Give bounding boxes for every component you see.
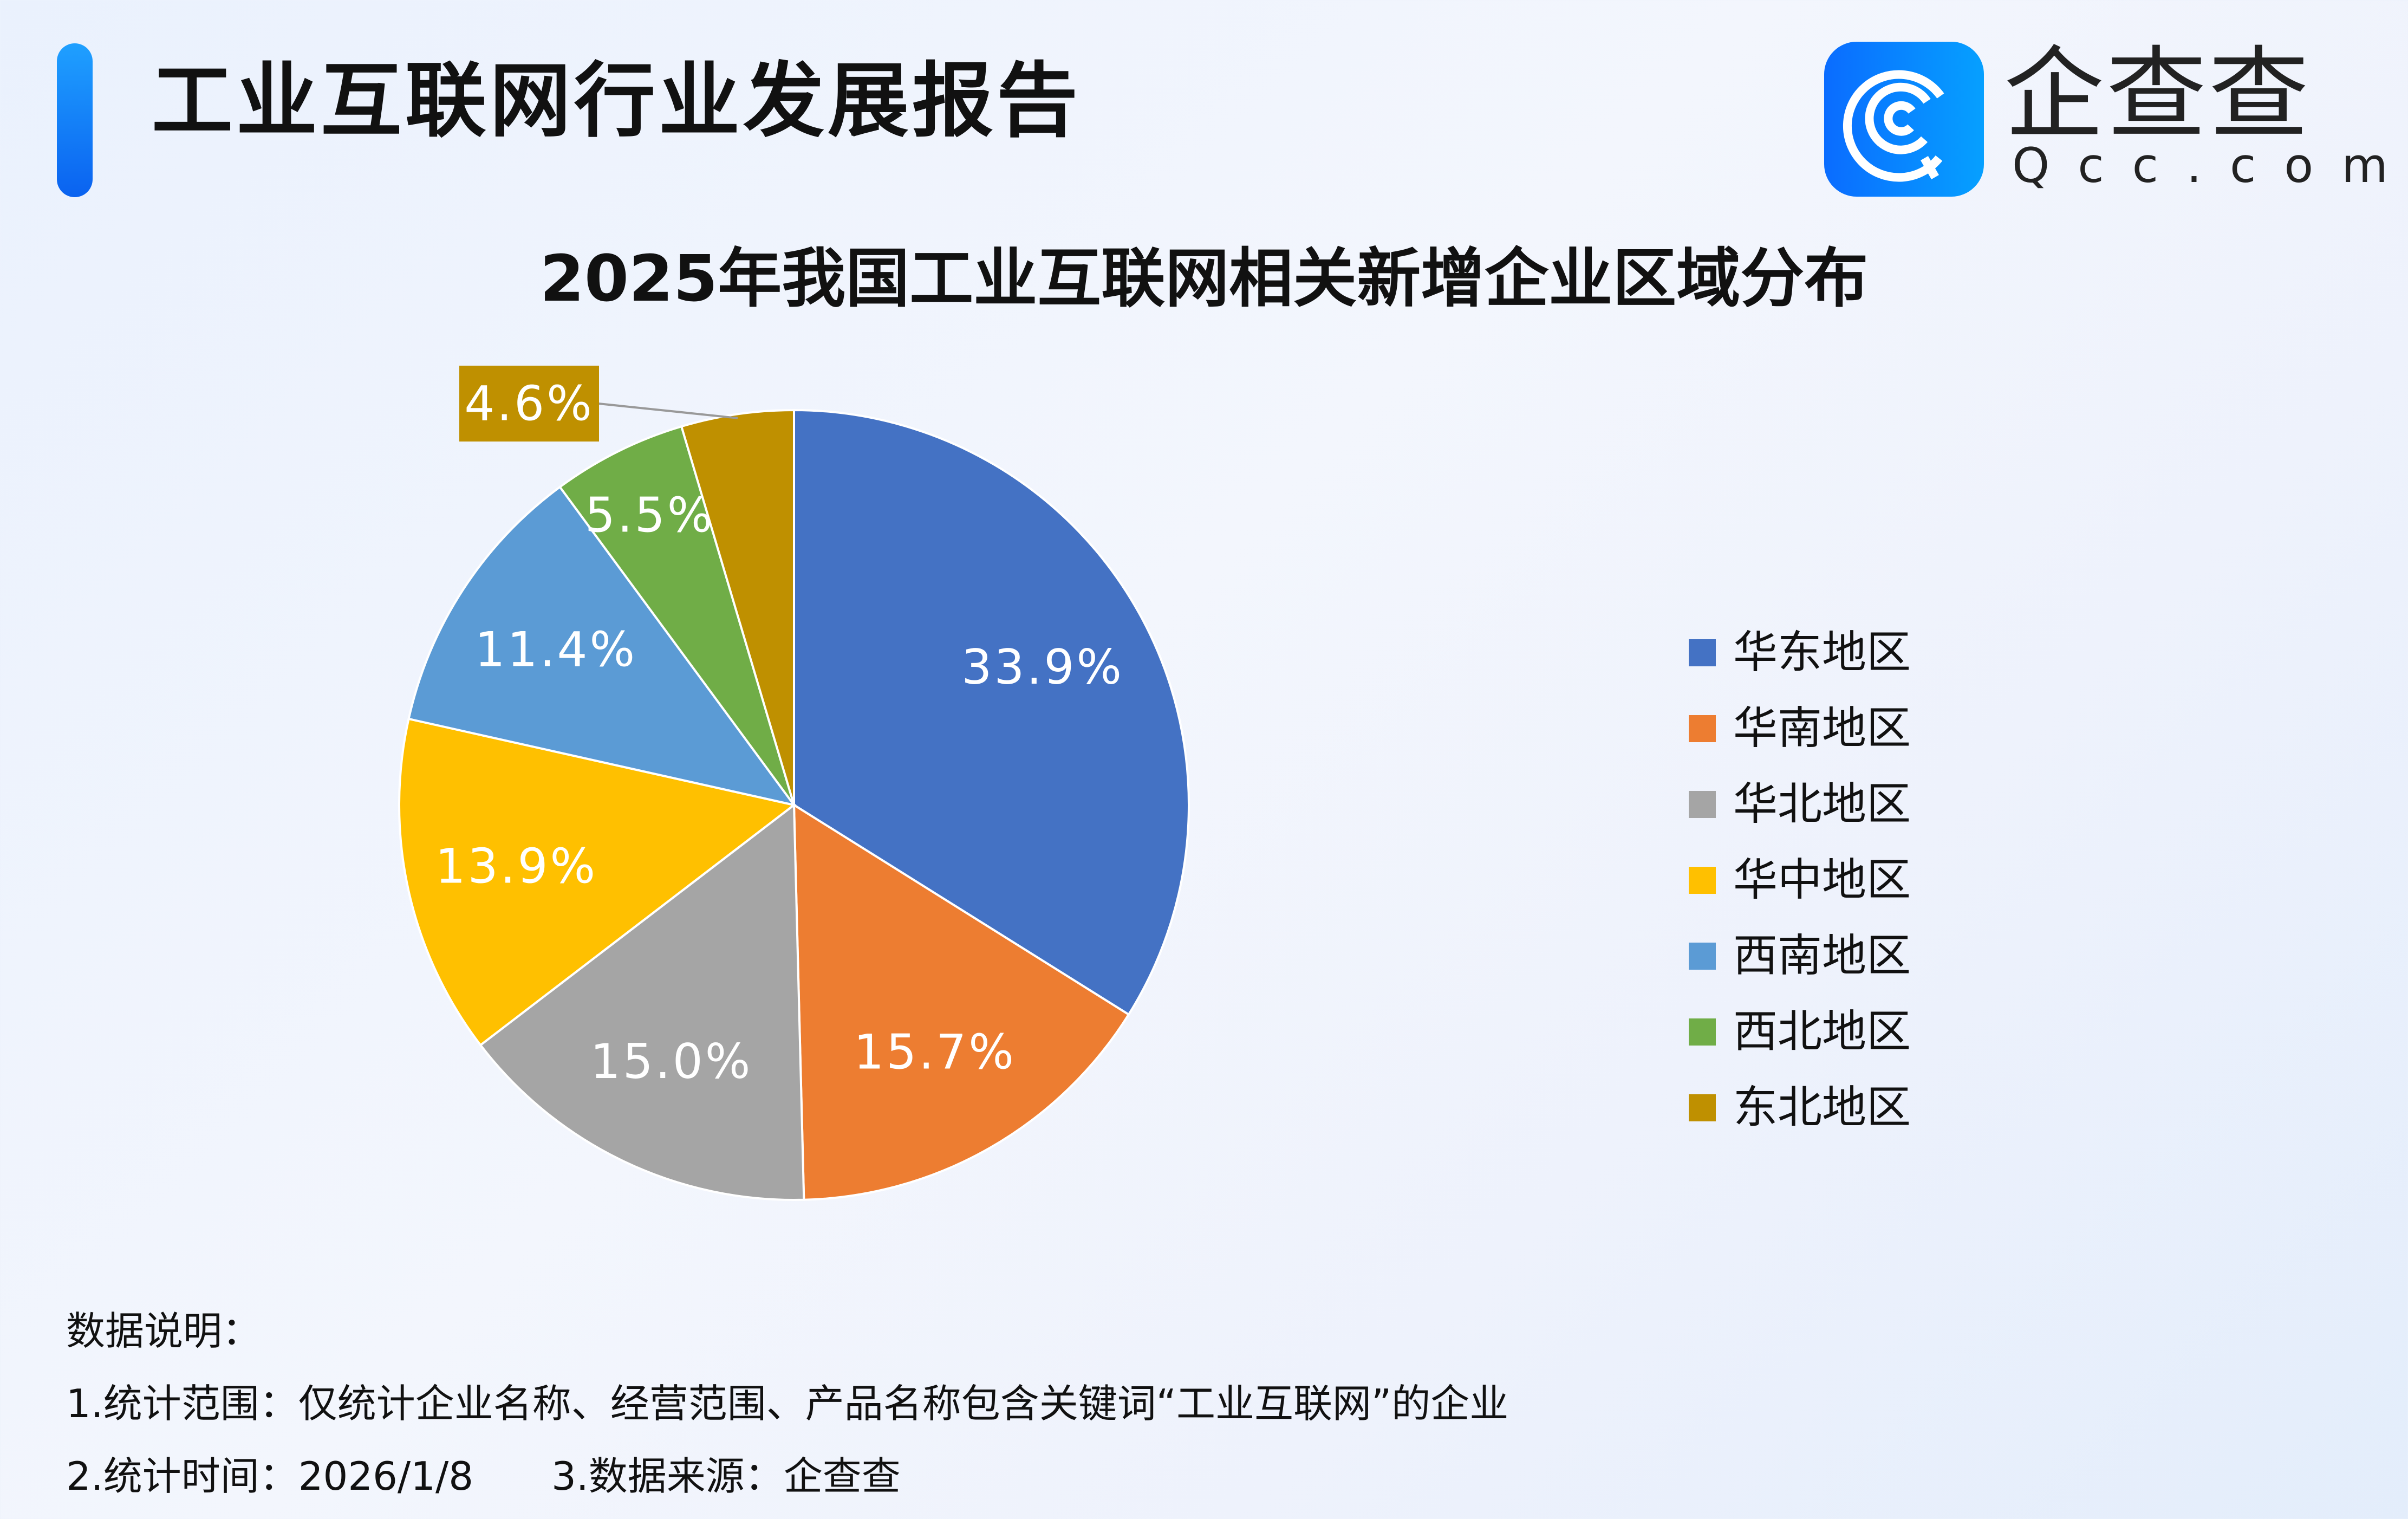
legend-swatch xyxy=(1689,715,1716,742)
legend-swatch xyxy=(1689,867,1716,894)
leader-line xyxy=(598,403,738,419)
notes-scope: 1.统计范围：仅统计企业名称、经营范围、产品名称包含关键词“工业互联网”的企业 xyxy=(66,1381,1509,1426)
page-title: 工业互联网行业发展报告 xyxy=(152,54,1082,148)
legend-label: 华北地区 xyxy=(1733,778,1911,830)
notes-time-source: 2.统计时间：2026/1/8 3.数据来源：企查查 xyxy=(66,1453,901,1499)
pie-slice-4 xyxy=(398,717,797,1047)
pie-slice-7 xyxy=(680,408,795,806)
legend-label: 华中地区 xyxy=(1733,854,1911,906)
legend-swatch xyxy=(1689,1018,1716,1046)
data-label: 11.4% xyxy=(475,622,637,678)
logo-text-en: Qcc.com xyxy=(2012,138,2408,193)
data-label: 4.6% xyxy=(464,376,594,432)
legend-swatch xyxy=(1689,1094,1716,1121)
legend-swatch xyxy=(1689,943,1716,970)
legend-swatch xyxy=(1689,791,1716,818)
label-box xyxy=(459,366,599,442)
legend-label: 华南地区 xyxy=(1733,703,1911,754)
legend-swatch xyxy=(1689,639,1716,666)
notes-heading: 数据说明： xyxy=(66,1308,262,1354)
chart-title: 2025年我国工业互联网相关新增企业区域分布 xyxy=(539,241,1869,316)
legend-label: 西北地区 xyxy=(1733,1006,1911,1057)
legend-item: 华北地区 xyxy=(1689,767,1911,842)
pie-slice-5 xyxy=(407,485,797,807)
data-notes: 数据说明： 1.统计范围：仅统计企业名称、经营范围、产品名称包含关键词“工业互联… xyxy=(66,1295,1508,1512)
legend-item: 西北地区 xyxy=(1689,994,1911,1070)
legend-label: 西南地区 xyxy=(1733,930,1911,982)
legend-item: 西南地区 xyxy=(1689,918,1911,994)
pie-slice-2 xyxy=(792,803,1130,1201)
legend-item: 华中地区 xyxy=(1689,842,1911,918)
legend-item: 东北地区 xyxy=(1689,1070,1911,1146)
pie-slice-6 xyxy=(558,425,795,806)
legend: 华东地区华南地区华北地区华中地区西南地区西北地区东北地区 xyxy=(1689,615,1911,1146)
data-label: 13.9% xyxy=(435,838,598,894)
pie-slice-1 xyxy=(793,408,1190,1016)
data-label: 15.0% xyxy=(590,1034,753,1089)
accent-bar xyxy=(57,43,93,197)
legend-item: 华东地区 xyxy=(1689,615,1911,691)
data-label: 5.5% xyxy=(585,487,715,543)
legend-item: 华南地区 xyxy=(1689,691,1911,767)
pie-slice-3 xyxy=(479,803,805,1201)
legend-label: 华东地区 xyxy=(1733,627,1911,678)
legend-label: 东北地区 xyxy=(1733,1082,1911,1133)
data-label: 33.9% xyxy=(961,639,1124,695)
logo-text-cn: 企查查 xyxy=(2004,36,2311,153)
data-label: 15.7% xyxy=(854,1024,1016,1080)
qcc-logo-icon xyxy=(1824,42,1984,197)
